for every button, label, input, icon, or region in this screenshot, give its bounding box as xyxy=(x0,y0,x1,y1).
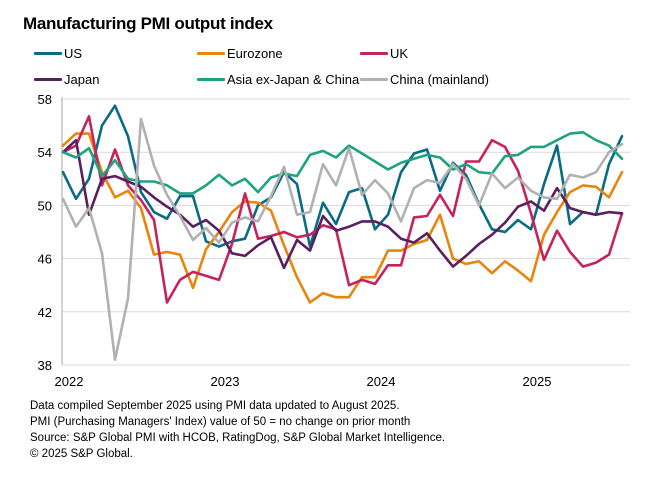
chart-footer: Data compiled September 2025 using PMI d… xyxy=(30,398,445,462)
x-tick-label: 2022 xyxy=(55,374,84,389)
legend-item-asia: Asia ex-Japan & China xyxy=(197,70,359,88)
legend-swatch-uk xyxy=(360,51,388,55)
series-line-eurozone xyxy=(61,132,624,304)
series-line-japan xyxy=(61,138,624,270)
legend-label-eurozone: Eurozone xyxy=(227,45,283,61)
x-tick-label: 2025 xyxy=(523,374,552,389)
footer-note-pmi-definition: PMI (Purchasing Managers' Index) value o… xyxy=(30,416,411,428)
footer-note-compiled: Data compiled September 2025 using PMI d… xyxy=(30,400,400,412)
legend-swatch-eurozone xyxy=(197,51,225,55)
legend-swatch-china xyxy=(360,77,388,81)
y-tick-label: 50 xyxy=(38,198,52,213)
legend-item-us: US xyxy=(34,44,82,62)
y-tick-label: 42 xyxy=(38,305,52,320)
series-lines xyxy=(61,104,624,362)
y-tick-label: 58 xyxy=(38,92,52,107)
x-tick-label: 2023 xyxy=(211,374,240,389)
y-tick-label: 38 xyxy=(38,358,52,373)
footer-source: Source: S&P Global PMI with HCOB, Rating… xyxy=(30,432,446,444)
series-line-us xyxy=(61,104,624,248)
series-line-uk xyxy=(61,115,624,304)
chart-title: Manufacturing PMI output index xyxy=(23,14,273,33)
series-line-china-mainland xyxy=(61,117,624,362)
legend-label-china: China (mainland) xyxy=(390,71,489,87)
legend-label-japan: Japan xyxy=(64,71,100,87)
tick-labels: 38 42 46 50 54 58 2022 2023 2024 2025 xyxy=(38,92,552,389)
x-tick-label: 2024 xyxy=(367,374,396,389)
series-line-asia-ex-japan-china xyxy=(61,131,624,195)
legend-item-uk: UK xyxy=(360,44,408,62)
footer-copyright: © 2025 S&P Global. xyxy=(30,448,133,460)
legend-label-us: US xyxy=(64,45,83,61)
legend-swatch-us xyxy=(34,51,62,55)
y-tick-label: 54 xyxy=(38,145,52,160)
legend-label-asia: Asia ex-Japan & China xyxy=(227,71,360,87)
legend-label-uk: UK xyxy=(390,45,409,61)
legend-swatch-asia xyxy=(197,77,225,81)
legend-item-eurozone: Eurozone xyxy=(197,44,283,62)
legend-item-japan: Japan xyxy=(34,70,99,88)
y-tick-label: 46 xyxy=(38,252,52,267)
legend-swatch-japan xyxy=(34,77,62,81)
legend-item-china: China (mainland) xyxy=(360,70,489,88)
